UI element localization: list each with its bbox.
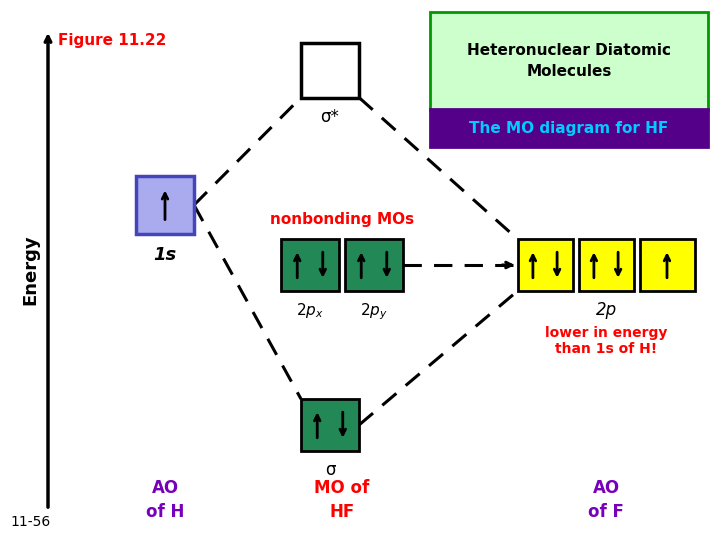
Bar: [301, 399, 359, 451]
Text: $2p_y$: $2p_y$: [360, 301, 388, 322]
Text: MO of
HF: MO of HF: [315, 479, 369, 521]
Text: $2p_x$: $2p_x$: [296, 301, 324, 320]
Text: Heteronuclear Diatomic
Molecules: Heteronuclear Diatomic Molecules: [467, 43, 671, 79]
Bar: [281, 239, 339, 291]
Text: 11-56: 11-56: [10, 515, 50, 529]
Text: The MO diagram for HF: The MO diagram for HF: [469, 120, 669, 136]
Bar: [578, 239, 634, 291]
Text: σ*: σ*: [320, 107, 339, 125]
Text: Energy: Energy: [21, 235, 39, 305]
Bar: [518, 239, 572, 291]
Text: AO
of F: AO of F: [588, 479, 624, 521]
Text: σ: σ: [325, 461, 336, 479]
Text: lower in energy
than 1s of H!: lower in energy than 1s of H!: [545, 326, 667, 356]
Bar: [345, 239, 403, 291]
Text: 2p: 2p: [595, 301, 616, 319]
Bar: [430, 12, 708, 110]
Text: Figure 11.22: Figure 11.22: [58, 32, 166, 48]
Bar: [430, 109, 708, 147]
Bar: [301, 43, 359, 98]
Text: AO
of H: AO of H: [146, 479, 184, 521]
Text: nonbonding MOs: nonbonding MOs: [270, 212, 414, 227]
Bar: [639, 239, 695, 291]
Bar: [136, 176, 194, 234]
Text: 1s: 1s: [153, 246, 176, 264]
